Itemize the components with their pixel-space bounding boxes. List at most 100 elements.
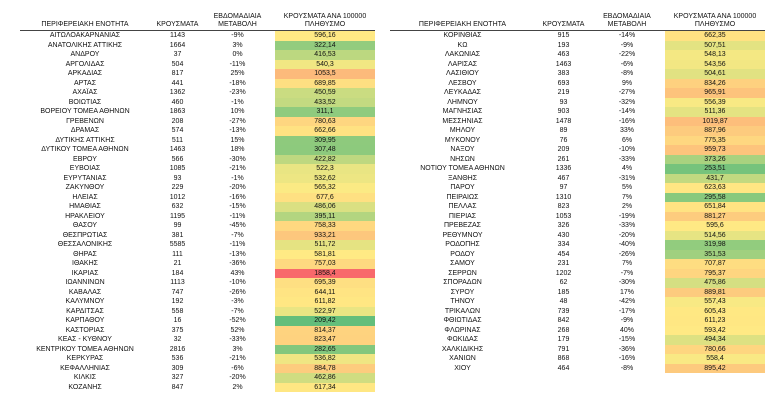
region: ΙΩΑΝΝΙΝΩΝ xyxy=(65,279,105,286)
cases-per-100k: 511,36 xyxy=(665,107,765,117)
weekly-change: -6% xyxy=(620,60,634,68)
region: ΘΕΣΠΡΩΤΙΑΣ xyxy=(62,231,108,239)
region: ΠΙΕΡΙΑΣ xyxy=(448,212,477,220)
region: ΖΑΚΥΝΘΟΥ xyxy=(65,184,105,191)
cases: 1336 xyxy=(555,165,572,172)
cases-per-100k: 507,51 xyxy=(665,40,765,50)
weekly-change: 0% xyxy=(232,51,243,58)
cases: 632 xyxy=(171,203,184,210)
region: ΚΟΖΑΝΗΣ xyxy=(68,383,102,391)
region: ΦΩΚΙΔΑΣ xyxy=(446,336,479,343)
cases: 1664 xyxy=(169,41,186,49)
region: ΛΑΡΙΣΑΣ xyxy=(447,60,478,68)
cases-per-100k: 422,82 xyxy=(275,154,375,164)
cases: 823 xyxy=(557,203,570,210)
weekly-change: -19% xyxy=(618,212,636,220)
weekly-change: -27% xyxy=(229,117,246,125)
cases-per-100k: 1019,87 xyxy=(665,116,765,126)
weekly-change: -26% xyxy=(229,288,246,296)
cases-per-100k: 494,34 xyxy=(665,335,765,345)
region: ΣΥΡΟΥ xyxy=(450,288,475,296)
cases-per-100k: 351,53 xyxy=(665,249,765,259)
region: ΙΘΑΚΗΣ xyxy=(72,260,98,267)
column-header: ΚΡΟΥΣΜΑΤΑ xyxy=(542,21,585,28)
cases-per-100k: 558,4 xyxy=(665,354,765,364)
cases: 381 xyxy=(171,231,184,239)
cases: 383 xyxy=(557,70,570,77)
cases-per-100k: 623,63 xyxy=(665,183,765,193)
cases: 93 xyxy=(559,98,568,106)
cases: 1143 xyxy=(169,32,186,39)
weekly-change: -16% xyxy=(618,355,636,362)
cases: 184 xyxy=(171,269,184,277)
cases-per-100k: 795,37 xyxy=(665,268,765,278)
region: ΔΡΑΜΑΣ xyxy=(70,127,100,134)
region: ΣΑΜΟΥ xyxy=(450,260,475,267)
cases: 574 xyxy=(171,127,184,134)
cases-per-100k: 511,72 xyxy=(275,240,375,250)
weekly-change: 25% xyxy=(230,70,245,77)
cases-per-100k: 319,98 xyxy=(665,240,765,250)
cases: 16 xyxy=(173,317,182,324)
cases-per-100k: 707,87 xyxy=(665,259,765,269)
cases: 185 xyxy=(557,288,570,296)
column-header: ΕΒΔΟΜΑΔΙΑΙΑ ΜΕΤΑΒΟΛΗ xyxy=(213,13,262,28)
weekly-change: 15% xyxy=(230,136,245,144)
cases-per-100k: 475,86 xyxy=(665,278,765,288)
cases: 1478 xyxy=(555,117,572,125)
cases-per-100k: 522,3 xyxy=(275,164,375,174)
weekly-change: -7% xyxy=(231,307,244,315)
column-header: ΠΕΡΙΦΕΡΕΙΑΚΗ ΕΝΟΤΗΤΑ xyxy=(418,21,507,28)
cases-per-100k: 450,59 xyxy=(275,88,375,98)
weekly-change: -10% xyxy=(229,279,246,286)
cases: 868 xyxy=(557,355,570,362)
weekly-change: -11% xyxy=(229,241,246,248)
weekly-change: 17% xyxy=(619,288,634,296)
cases-per-100k: 959,73 xyxy=(665,145,765,155)
region: ΚΑΛΥΜΝΟΥ xyxy=(65,298,105,305)
cases: 463 xyxy=(557,51,570,58)
cases: 739 xyxy=(557,307,570,315)
region: ΚΟΡΙΝΘΙΑΣ xyxy=(443,32,482,39)
region: ΡΟΔΟΠΗΣ xyxy=(445,241,480,248)
weekly-change: -33% xyxy=(229,336,246,343)
weekly-change: -31% xyxy=(618,174,636,182)
cases-per-100k: 695,39 xyxy=(275,278,375,288)
region: ΕΒΡΟΥ xyxy=(73,155,97,163)
cases: 179 xyxy=(557,336,570,343)
cases: 903 xyxy=(557,108,570,115)
cases: 32 xyxy=(173,336,182,343)
region: ΦΘΙΩΤΙΔΑΣ xyxy=(443,317,482,324)
region: ΚΩ xyxy=(457,41,468,49)
region: ΛΕΥΚΑΔΑΣ xyxy=(443,89,482,96)
cases-per-100k: 617,34 xyxy=(275,382,375,392)
cases-per-100k: 758,33 xyxy=(275,221,375,231)
cases-per-100k: 780,63 xyxy=(275,116,375,126)
cases-per-100k: 295,58 xyxy=(665,192,765,202)
weekly-change: -20% xyxy=(618,231,636,239)
region: ΔΥΤΙΚΗΣ ΑΤΤΙΚΗΣ xyxy=(55,136,115,144)
region: ΛΑΚΩΝΙΑΣ xyxy=(444,51,481,58)
weekly-change: 3% xyxy=(232,345,243,353)
cases-per-100k: 581,81 xyxy=(275,249,375,259)
cases: 1463 xyxy=(555,60,572,68)
cases: 193 xyxy=(557,41,570,49)
region: ΔΥΤΙΚΟΥ ΤΟΜΕΑ ΑΘΗΝΩΝ xyxy=(41,146,129,153)
cases-per-100k: 662,66 xyxy=(275,126,375,136)
region: ΙΚΑΡΙΑΣ xyxy=(71,269,99,277)
cases-per-100k: 557,43 xyxy=(665,297,765,307)
weekly-change: -23% xyxy=(229,89,246,96)
cases-per-100k: 309,95 xyxy=(275,135,375,145)
cases: 467 xyxy=(557,174,570,182)
cases-per-100k: 373,26 xyxy=(665,154,765,164)
cases: 62 xyxy=(559,279,568,286)
cases-per-100k: 933,21 xyxy=(275,230,375,240)
cases: 1863 xyxy=(169,108,186,115)
region: ΛΗΜΝΟΥ xyxy=(447,98,478,106)
weekly-change: 10% xyxy=(230,108,245,115)
region: ΕΥΡΥΤΑΝΙΑΣ xyxy=(63,174,107,182)
cases: 48 xyxy=(559,298,568,305)
region: ΑΝΔΡΟΥ xyxy=(70,51,100,58)
cases-per-100k: 644,11 xyxy=(275,287,375,297)
